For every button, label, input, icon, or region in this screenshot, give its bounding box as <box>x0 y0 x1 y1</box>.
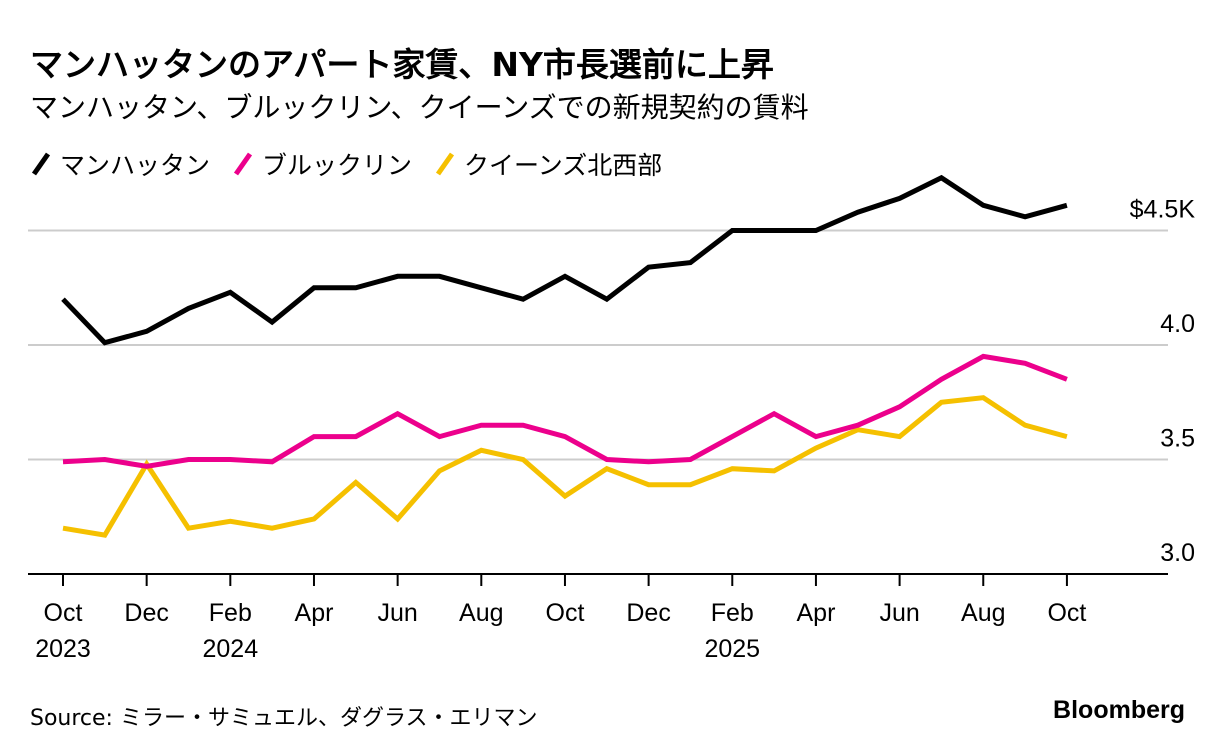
x-tick-label-7: Dec <box>626 599 670 627</box>
x-tick-label-0: Oct <box>44 599 83 627</box>
y-tick-label-2: 3.5 <box>1160 425 1195 453</box>
chart-title: マンハッタンのアパート家賃、NY市長選前に上昇 <box>30 45 774 84</box>
x-tick-year-2: 2024 <box>203 635 259 663</box>
x-tick-label-8: Feb <box>711 599 754 627</box>
legend-label-manhattan: マンハッタン <box>60 151 211 180</box>
series-line-2 <box>62 395 1068 538</box>
x-tick-label-12: Oct <box>1047 599 1086 627</box>
legend-label-brooklyn: ブルックリン <box>262 151 413 180</box>
bloomberg-logo: Bloomberg <box>1053 696 1185 724</box>
x-tick-label-3: Apr <box>295 599 334 627</box>
legend-label-queens: クイーンズ北西部 <box>464 151 663 180</box>
legend-item-brooklyn: ブルックリン <box>232 146 412 182</box>
x-tick-label-2: Feb <box>209 599 252 627</box>
legend-item-manhattan: マンハッタン <box>30 146 210 182</box>
chart-subtitle: マンハッタン、ブルックリン、クイーンズでの新規契約の賃料 <box>30 91 809 124</box>
x-tick-label-6: Oct <box>546 599 585 627</box>
legend-item-queens: クイーンズ北西部 <box>434 146 662 182</box>
x-tick-label-9: Apr <box>796 599 835 627</box>
y-tick-label-3: 3.0 <box>1160 539 1195 567</box>
x-tick-year-0: 2023 <box>35 635 91 663</box>
y-tick-label-0: $4.5K <box>1130 196 1196 224</box>
x-tick-label-10: Jun <box>879 599 919 627</box>
x-tick-label-1: Dec <box>124 599 168 627</box>
series-line-1 <box>62 353 1068 469</box>
x-tick-year-8: 2025 <box>704 635 760 663</box>
y-tick-label-1: 4.0 <box>1160 310 1195 338</box>
x-tick-label-11: Aug <box>961 599 1005 627</box>
x-tick-label-5: Aug <box>459 599 503 627</box>
source-note: Source: ミラー・サミュエル、ダグラス・エリマン <box>30 706 538 731</box>
legend-swatch-brooklyn <box>233 152 253 176</box>
legend-swatch-queens <box>435 152 455 176</box>
legend-swatch-manhattan <box>31 152 51 176</box>
x-tick-label-4: Jun <box>377 599 417 627</box>
series-line-0 <box>61 174 1068 346</box>
legend: マンハッタン ブルックリン クイーンズ北西部 <box>30 146 684 182</box>
